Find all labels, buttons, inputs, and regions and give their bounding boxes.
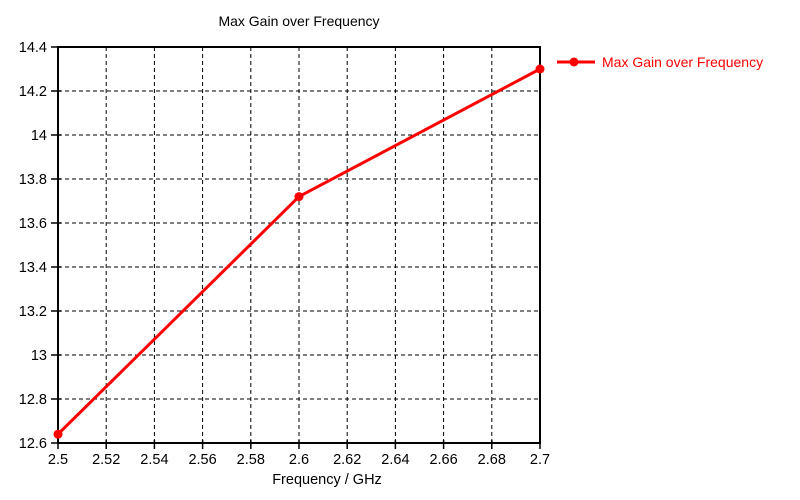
y-tick-label: 13.6: [19, 216, 47, 232]
data-point: [294, 192, 304, 202]
y-tick-label: 13: [31, 348, 47, 364]
y-tick-label: 12.8: [19, 392, 47, 408]
y-tick-label: 14.2: [19, 84, 47, 100]
data-series: [53, 64, 545, 439]
legend-label: Max Gain over Frequency: [602, 54, 764, 70]
y-tick-label: 13.8: [19, 172, 47, 188]
x-tick-label: 2.54: [140, 452, 168, 468]
x-tick-label: 2.52: [92, 452, 120, 468]
x-tick-label: 2.5: [48, 452, 68, 468]
x-tick-label: 2.68: [478, 452, 506, 468]
y-tick-label: 13.2: [19, 304, 47, 320]
y-tick-label: 13.4: [19, 260, 47, 276]
x-tick-label: 2.58: [237, 452, 265, 468]
y-tick-label: 14.4: [19, 40, 47, 56]
data-point: [53, 429, 63, 439]
chart-title: Max Gain over Frequency: [218, 13, 380, 29]
legend-marker-icon: [557, 57, 595, 67]
x-tick-label: 2.64: [381, 452, 409, 468]
x-tick-label: 2.7: [530, 452, 550, 468]
x-tick-label: 2.56: [188, 452, 216, 468]
x-tick-label: 2.6: [289, 452, 309, 468]
x-tick-label: 2.62: [333, 452, 361, 468]
x-tick-label: 2.66: [429, 452, 457, 468]
x-axis-title: Frequency / GHz: [272, 472, 382, 488]
legend: Max Gain over Frequency: [556, 54, 763, 70]
data-point: [535, 64, 545, 74]
tick-labels: 2.5 2.52 2.54 2.56 2.58 2.6 2.62 2.64 2.66 2.68 2.…: [19, 40, 550, 468]
axes: [51, 46, 541, 449]
y-tick-label: 12.6: [19, 436, 47, 452]
y-tick-label: 14: [31, 128, 47, 144]
